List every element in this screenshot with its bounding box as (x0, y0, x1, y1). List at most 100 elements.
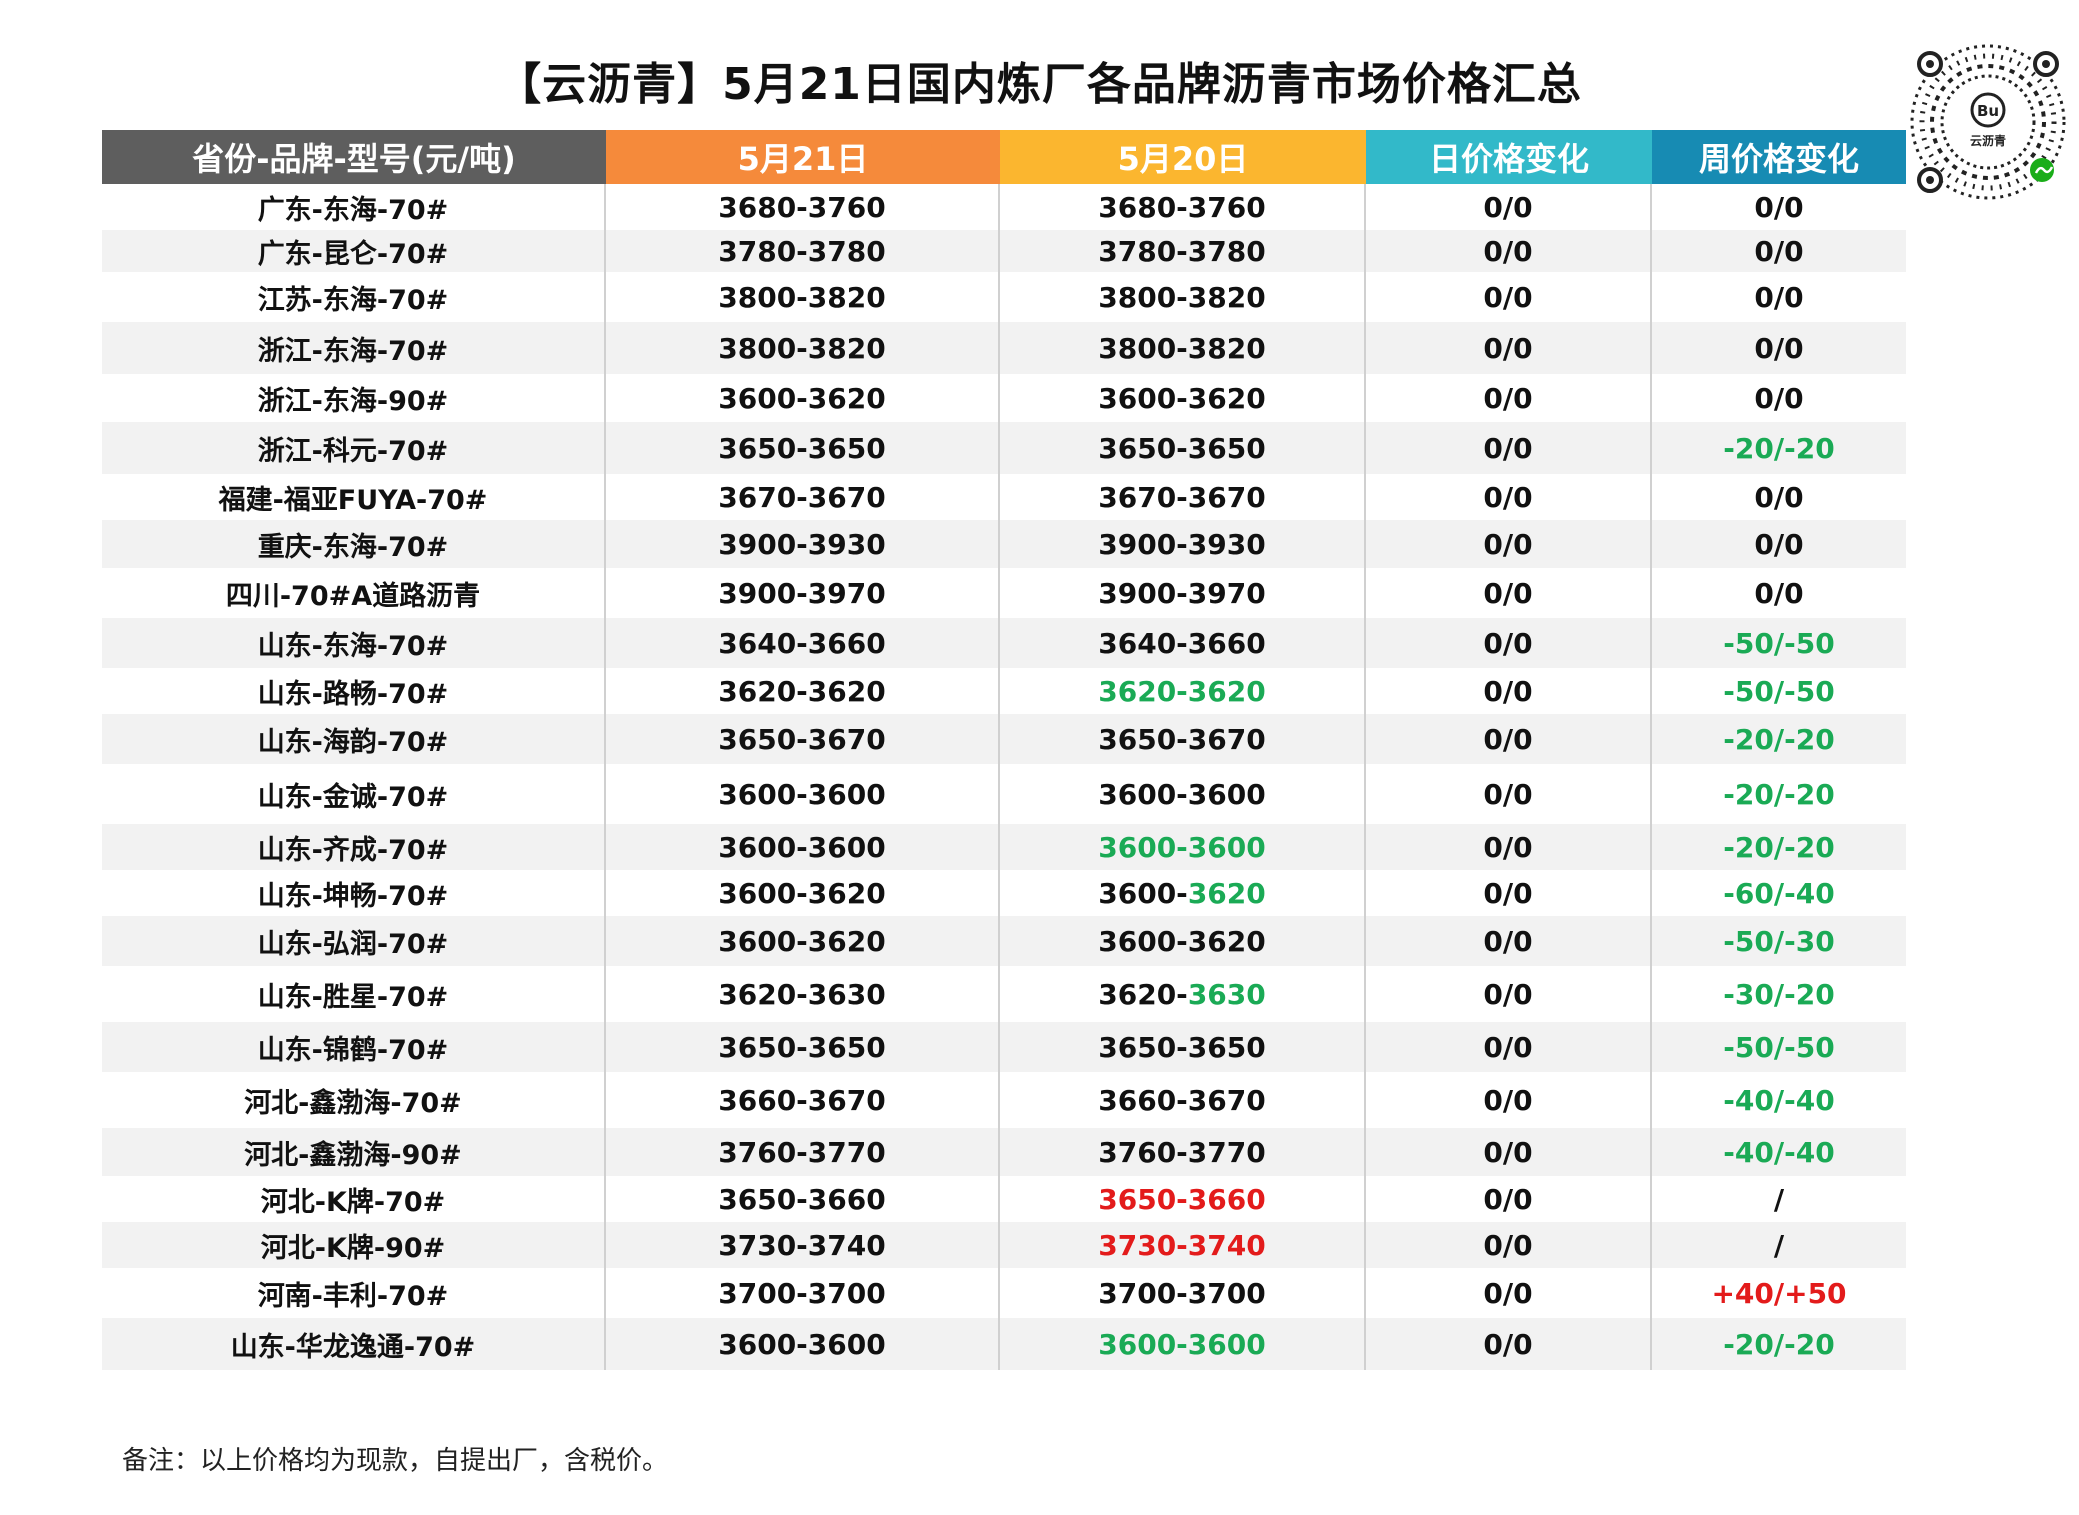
cell-price-may-20: 3650-3670 (1000, 714, 1366, 764)
cell-weekly-change: -50/-30 (1723, 924, 1835, 958)
table-row: 山东-华龙逸通-70# 3600-3600 3600-3600 0/0 -20/-20 (102, 1318, 1906, 1370)
price-table: 省份-品牌-型号(元/吨) 5月21日 5月20日 日价格变化 周价格变化 广东… (102, 130, 1906, 1370)
cell-price-may-21: 3600-3620 (606, 374, 1000, 422)
table-row: 广东-昆仑-70# 3780-3780 3780-3780 0/0 0/0 (102, 230, 1906, 272)
cell-weekly-change: / (1773, 1182, 1785, 1216)
cell-weekly-change: / (1773, 1228, 1785, 1262)
cell-daily-change: 0/0 (1366, 322, 1652, 374)
cell-price-may-21: 3780-3780 (606, 230, 1000, 272)
table-row: 河北-K牌-90# 3730-3740 3730-3740 0/0/ (102, 1222, 1906, 1268)
cell-weekly-change: -40/-40 (1723, 1135, 1835, 1169)
cell-weekly-change: -20/-20 (1723, 722, 1835, 756)
cell-price-may-21: 3600-3600 (606, 1318, 1000, 1370)
table-row: 山东-齐成-70# 3600-3600 3600-3600 0/0 -20/-20 (102, 824, 1906, 870)
price-may-20-text: 3650-3670 (1098, 722, 1266, 756)
price-may-20-text: 3900-3930 (1098, 527, 1266, 561)
cell-price-may-20: 3620-3620 (1000, 668, 1366, 714)
price-may-20-text: 3780-3780 (1098, 234, 1266, 268)
cell-price-may-20: 3650-3650 (1000, 422, 1366, 474)
cell-name: 河北-鑫渤海-70# (102, 1072, 606, 1128)
brand-logo-icon: Bu (1970, 92, 2006, 128)
cell-price-may-21: 3620-3630 (606, 966, 1000, 1022)
table-row: 河北-鑫渤海-90# 3760-3770 3760-3770 0/0 -40/-40 (102, 1128, 1906, 1176)
cell-daily-change: 0/0 (1366, 1072, 1652, 1128)
cell-price-may-20: 3660-3670 (1000, 1072, 1366, 1128)
header-weekly-change: 周价格变化 (1652, 130, 1906, 184)
table-row: 山东-海韵-70# 3650-3670 3650-3670 0/0 -20/-20 (102, 714, 1906, 764)
cell-name: 河北-K牌-90# (102, 1222, 606, 1268)
header-daily-change: 日价格变化 (1366, 130, 1652, 184)
cell-name: 山东-胜星-70# (102, 966, 606, 1022)
mini-program-icon (2030, 158, 2054, 182)
cell-name: 山东-海韵-70# (102, 714, 606, 764)
cell-daily-change: 0/0 (1366, 272, 1652, 322)
price-may-20-text: 3680-3760 (1098, 190, 1266, 224)
table-row: 河北-鑫渤海-70# 3660-3670 3660-3670 0/0 -40/-40 (102, 1072, 1906, 1128)
cell-price-may-21: 3650-3670 (606, 714, 1000, 764)
price-may-20-text: 3620- (1098, 977, 1188, 1011)
table-row: 福建-福亚FUYA-70# 3670-3670 3670-3670 0/0 0/0 (102, 474, 1906, 520)
price-may-20-text: 3600-3620 (1098, 924, 1266, 958)
cell-name: 山东-齐成-70# (102, 824, 606, 870)
table-row: 山东-东海-70# 3640-3660 3640-3660 0/0 -50/-50 (102, 618, 1906, 668)
cell-daily-change: 0/0 (1366, 870, 1652, 916)
cell-weekly-change: 0/0 (1754, 576, 1804, 610)
table-row: 河南-丰利-70# 3700-3700 3700-3700 0/0 +40/+50 (102, 1268, 1906, 1318)
table-row: 河北-K牌-70# 3650-3660 3650-3660 0/0/ (102, 1176, 1906, 1222)
cell-price-may-20: 3650-3660 (1000, 1176, 1366, 1222)
svg-text:Bu: Bu (1977, 102, 1999, 120)
table-row: 四川-70#A道路沥青 3900-3970 3900-3970 0/0 0/0 (102, 568, 1906, 618)
price-may-20-text: 3800-3820 (1098, 280, 1266, 314)
cell-weekly-change: 0/0 (1754, 190, 1804, 224)
table-row: 浙江-东海-70# 3800-3820 3800-3820 0/0 0/0 (102, 322, 1906, 374)
price-may-20-text: 3660-3670 (1098, 1083, 1266, 1117)
cell-weekly-change: -60/-40 (1723, 876, 1835, 910)
cell-price-may-21: 3650-3660 (606, 1176, 1000, 1222)
price-may-20-text: 3600-3620 (1098, 381, 1266, 415)
cell-daily-change: 0/0 (1366, 230, 1652, 272)
cell-name: 山东-锦鹤-70# (102, 1022, 606, 1072)
cell-daily-change: 0/0 (1366, 374, 1652, 422)
cell-price-may-20: 3800-3820 (1000, 322, 1366, 374)
cell-price-may-21: 3600-3600 (606, 824, 1000, 870)
cell-price-may-21: 3670-3670 (606, 474, 1000, 520)
header-may-21: 5月21日 (606, 130, 1000, 184)
cell-price-may-20: 3620- 3630 (1000, 966, 1366, 1022)
cell-daily-change: 0/0 (1366, 520, 1652, 568)
price-may-20-text: 3600-3600 (1098, 777, 1266, 811)
cell-price-may-21: 3600-3600 (606, 764, 1000, 824)
table-row: 山东-路畅-70# 3620-3620 3620-3620 0/0 -50/-50 (102, 668, 1906, 714)
mini-program-qr-code: Bu 云沥青 (1910, 44, 2066, 200)
cell-price-may-20: 3900-3970 (1000, 568, 1366, 618)
cell-daily-change: 0/0 (1366, 568, 1652, 618)
cell-weekly-change: 0/0 (1754, 280, 1804, 314)
cell-daily-change: 0/0 (1366, 422, 1652, 474)
cell-price-may-21: 3900-3970 (606, 568, 1000, 618)
table-row: 浙江-科元-70# 3650-3650 3650-3650 0/0 -20/-20 (102, 422, 1906, 474)
cell-price-may-21: 3650-3650 (606, 422, 1000, 474)
cell-price-may-20: 3600-3620 (1000, 870, 1366, 916)
cell-name: 广东-东海-70# (102, 184, 606, 230)
table-row: 山东-弘润-70# 3600-3620 3600-3620 0/0 -50/-30 (102, 916, 1906, 966)
table-row: 山东-锦鹤-70# 3650-3650 3650-3650 0/0 -50/-50 (102, 1022, 1906, 1072)
cell-weekly-change: 0/0 (1754, 234, 1804, 268)
cell-name: 山东-坤畅-70# (102, 870, 606, 916)
cell-price-may-21: 3660-3670 (606, 1072, 1000, 1128)
header-province-brand-model: 省份-品牌-型号(元/吨) (102, 130, 606, 184)
cell-name: 山东-金诚-70# (102, 764, 606, 824)
cell-weekly-change: -20/-20 (1723, 1327, 1835, 1361)
cell-daily-change: 0/0 (1366, 1222, 1652, 1268)
cell-price-may-20: 3700-3700 (1000, 1268, 1366, 1318)
cell-price-may-20: 3670-3670 (1000, 474, 1366, 520)
cell-price-may-21: 3650-3650 (606, 1022, 1000, 1072)
cell-daily-change: 0/0 (1366, 824, 1652, 870)
cell-name: 山东-东海-70# (102, 618, 606, 668)
table-row: 重庆-东海-70# 3900-3930 3900-3930 0/0 0/0 (102, 520, 1906, 568)
cell-price-may-20: 3780-3780 (1000, 230, 1366, 272)
cell-weekly-change: -20/-20 (1723, 431, 1835, 465)
price-may-20-changed-part: 3620 (1187, 876, 1266, 910)
cell-weekly-change: 0/0 (1754, 480, 1804, 514)
cell-name: 山东-路畅-70# (102, 668, 606, 714)
cell-name: 福建-福亚FUYA-70# (102, 474, 606, 520)
price-may-20-text: 3640-3660 (1098, 626, 1266, 660)
